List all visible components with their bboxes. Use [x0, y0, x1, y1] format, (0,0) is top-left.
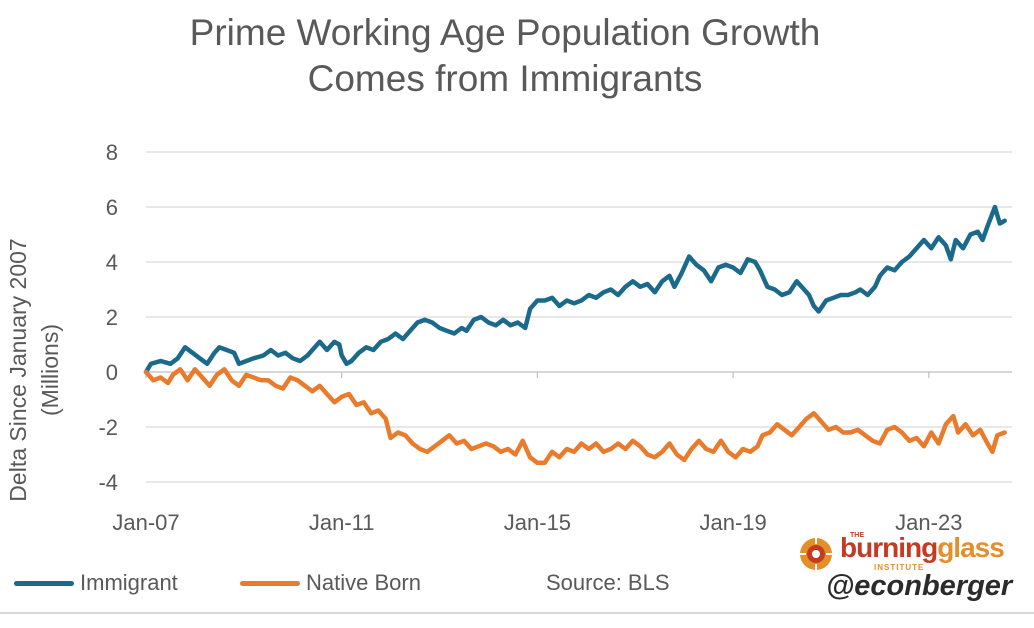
y-axis-ticks: 8 6 4 2 0 -2 -4	[98, 140, 118, 495]
x-tick-label: Jan-19	[699, 510, 766, 535]
legend-swatch-immigrant	[14, 580, 74, 586]
legend-label-native-born: Native Born	[306, 570, 421, 595]
y-axis-label-line-2: (Millions)	[37, 324, 63, 416]
series-line-native-born	[143, 367, 1007, 466]
brand-name-part-2: glass	[937, 532, 1005, 563]
y-tick-label: 6	[106, 195, 118, 220]
y-tick-label: -2	[98, 415, 118, 440]
source-note: Source: BLS	[546, 570, 670, 595]
y-tick-label: 4	[106, 250, 118, 275]
x-tick-label: Jan-07	[112, 510, 179, 535]
chart-title-line-1: Prime Working Age Population Growth	[189, 12, 821, 53]
burning-glass-logo-icon	[800, 538, 832, 570]
legend-item-native-born: Native Born	[240, 566, 421, 600]
x-tick-label: Jan-15	[504, 510, 571, 535]
y-tick-label: 2	[106, 305, 118, 330]
brand-name: burningglass	[840, 532, 1005, 564]
series-lines	[143, 204, 1007, 466]
chart-title-line-2: Comes from Immigrants	[307, 58, 703, 99]
y-tick-label: 8	[106, 140, 118, 165]
series-line-immigrant	[143, 204, 1007, 375]
x-tick-label: Jan-11	[309, 510, 375, 535]
legend-label-immigrant: Immigrant	[80, 570, 178, 595]
brand-the: THE	[850, 532, 864, 539]
legend: Immigrant Native Born	[14, 566, 714, 600]
y-tick-label: -4	[98, 470, 118, 495]
legend-item-immigrant: Immigrant	[14, 566, 178, 600]
brand-institute: INSTITUTE	[874, 563, 925, 572]
bottom-divider	[0, 612, 1034, 614]
gridlines	[146, 151, 1012, 483]
chart-title: Prime Working Age Population Growth Come…	[0, 10, 1010, 102]
brand-name-part-1: burning	[840, 532, 938, 563]
author-handle: @econberger	[826, 570, 1013, 602]
y-tick-label: 0	[106, 360, 118, 385]
x-tick-label: Jan-23	[895, 510, 962, 535]
legend-swatch-native-born	[240, 580, 300, 586]
x-axis-ticks: Jan-07 Jan-11 Jan-15 Jan-19 Jan-23	[112, 372, 962, 535]
y-axis-label-line-1: Delta Since January 2007	[5, 238, 31, 501]
